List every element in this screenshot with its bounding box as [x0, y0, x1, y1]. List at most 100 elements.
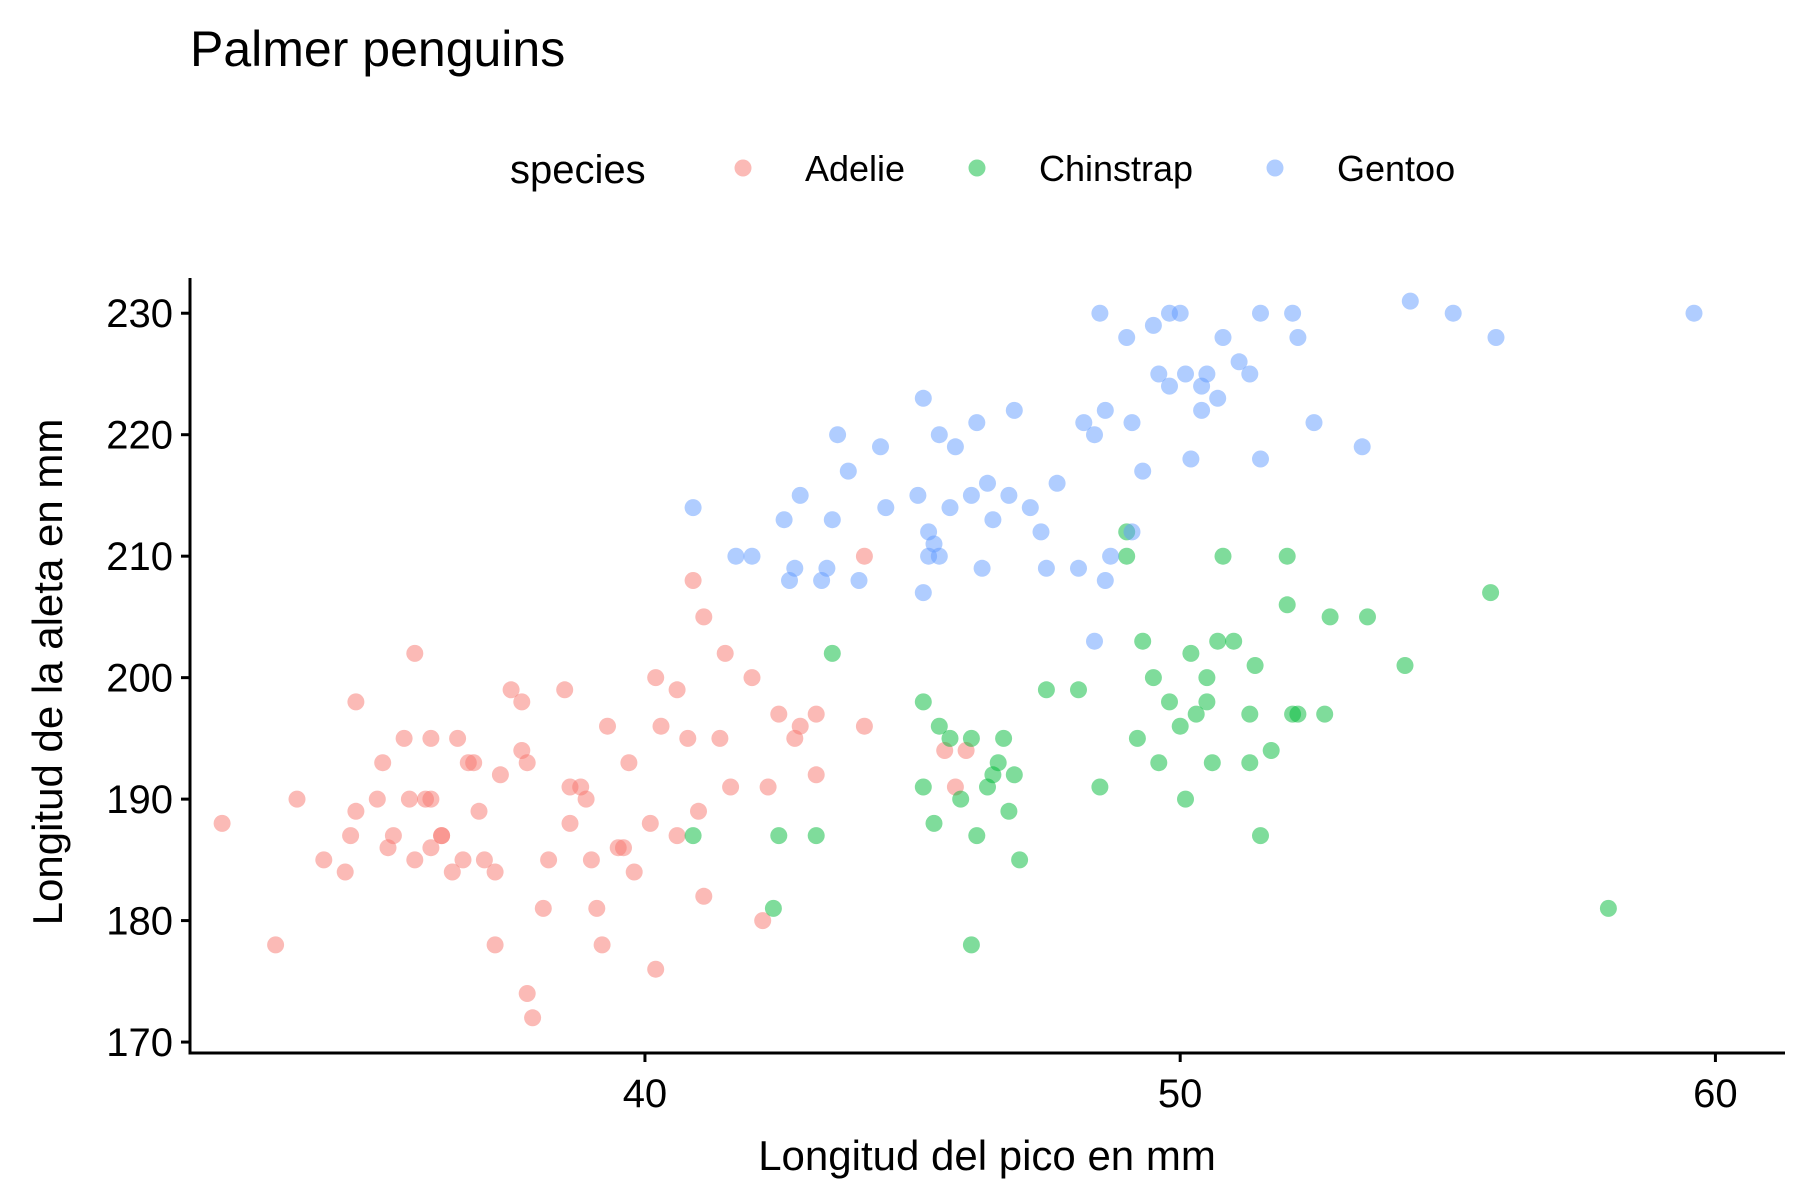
data-point [1241, 705, 1259, 723]
data-point [1252, 827, 1269, 845]
data-point [342, 827, 360, 845]
data-point [1037, 559, 1055, 577]
data-point [872, 438, 889, 456]
legend-label-adelie: Adelie [805, 148, 905, 189]
data-point [1161, 693, 1178, 711]
legend-label-chinstrap: Chinstrap [1039, 148, 1193, 189]
data-point [727, 547, 745, 565]
data-point [684, 827, 702, 845]
data-point [855, 717, 873, 735]
x-tick-label: 50 [1158, 1072, 1203, 1116]
data-point [759, 778, 777, 796]
data-point [1401, 292, 1419, 310]
legend-swatch-chinstrap [968, 159, 986, 177]
data-point [534, 899, 552, 917]
legend: species Adelie Chinstrap Gentoo [510, 148, 1455, 192]
y-tick-label: 220 [106, 414, 173, 458]
data-point [315, 851, 333, 869]
data-point [465, 754, 483, 772]
data-point [620, 754, 638, 772]
y-axis: 170 180 190 200 210 220 230 [106, 292, 190, 1065]
data-point [1096, 572, 1114, 589]
data-point [502, 681, 520, 699]
data-point [577, 790, 595, 808]
data-point [968, 827, 986, 845]
chart-title: Palmer penguins [190, 21, 565, 77]
data-point [491, 766, 509, 784]
data-point [1203, 754, 1221, 772]
data-point [775, 511, 793, 529]
data-point [652, 717, 670, 735]
data-point [561, 814, 579, 832]
data-point [807, 766, 825, 784]
data-point [1278, 547, 1296, 565]
data-point [1305, 414, 1323, 432]
data-point [406, 851, 424, 869]
data-point [1134, 462, 1152, 480]
data-point [433, 827, 451, 845]
data-point [599, 717, 616, 735]
data-point [1011, 851, 1029, 869]
data-point [1198, 669, 1216, 687]
data-point [267, 936, 285, 954]
data-point [374, 754, 392, 772]
data-point [1048, 474, 1066, 492]
data-point [1091, 778, 1109, 796]
data-point [524, 1009, 542, 1027]
data-point [1444, 304, 1462, 322]
data-point [336, 863, 354, 881]
data-point [1209, 632, 1227, 650]
data-point [1396, 657, 1414, 674]
data-point [1150, 365, 1168, 383]
data-point [1321, 608, 1339, 626]
data-point [641, 814, 659, 832]
data-point [1075, 414, 1093, 432]
data-point [1177, 365, 1194, 383]
data-point [1037, 681, 1055, 699]
data-point [593, 936, 611, 954]
data-point [770, 827, 788, 845]
series-adelie [213, 547, 975, 1027]
x-axis: 40 50 60 [623, 1053, 1738, 1116]
data-point [711, 729, 729, 747]
data-point [1252, 304, 1269, 322]
data-point [1144, 316, 1162, 334]
data-point [1150, 754, 1168, 772]
legend-label-gentoo: Gentoo [1337, 148, 1455, 189]
data-point [1209, 389, 1227, 407]
data-point [807, 827, 825, 845]
data-point [914, 778, 932, 796]
data-point [925, 535, 943, 553]
data-point [684, 499, 702, 517]
data-point [1118, 547, 1136, 565]
data-point [1230, 353, 1248, 371]
data-point [1187, 705, 1205, 723]
data-point [1198, 693, 1216, 711]
data-point [1193, 401, 1211, 419]
data-point [1284, 304, 1302, 322]
data-point [952, 790, 970, 808]
data-point [475, 851, 493, 869]
y-tick-label: 230 [106, 292, 173, 336]
data-point [979, 474, 996, 492]
data-point [400, 790, 418, 808]
data-point [743, 669, 761, 687]
data-point [968, 414, 986, 432]
data-point [877, 499, 895, 517]
data-point [1278, 596, 1296, 614]
data-point [1177, 790, 1194, 808]
data-point [914, 389, 932, 407]
data-point [615, 839, 632, 857]
data-point [754, 912, 772, 930]
data-point [1353, 438, 1371, 456]
data-point [829, 426, 847, 444]
data-point [941, 729, 959, 747]
data-point [486, 863, 504, 881]
data-point [422, 839, 440, 857]
data-point [1102, 547, 1120, 565]
data-point [807, 705, 825, 723]
data-point [347, 693, 365, 711]
data-point [914, 693, 932, 711]
data-point [1123, 523, 1141, 541]
data-point [855, 547, 873, 565]
